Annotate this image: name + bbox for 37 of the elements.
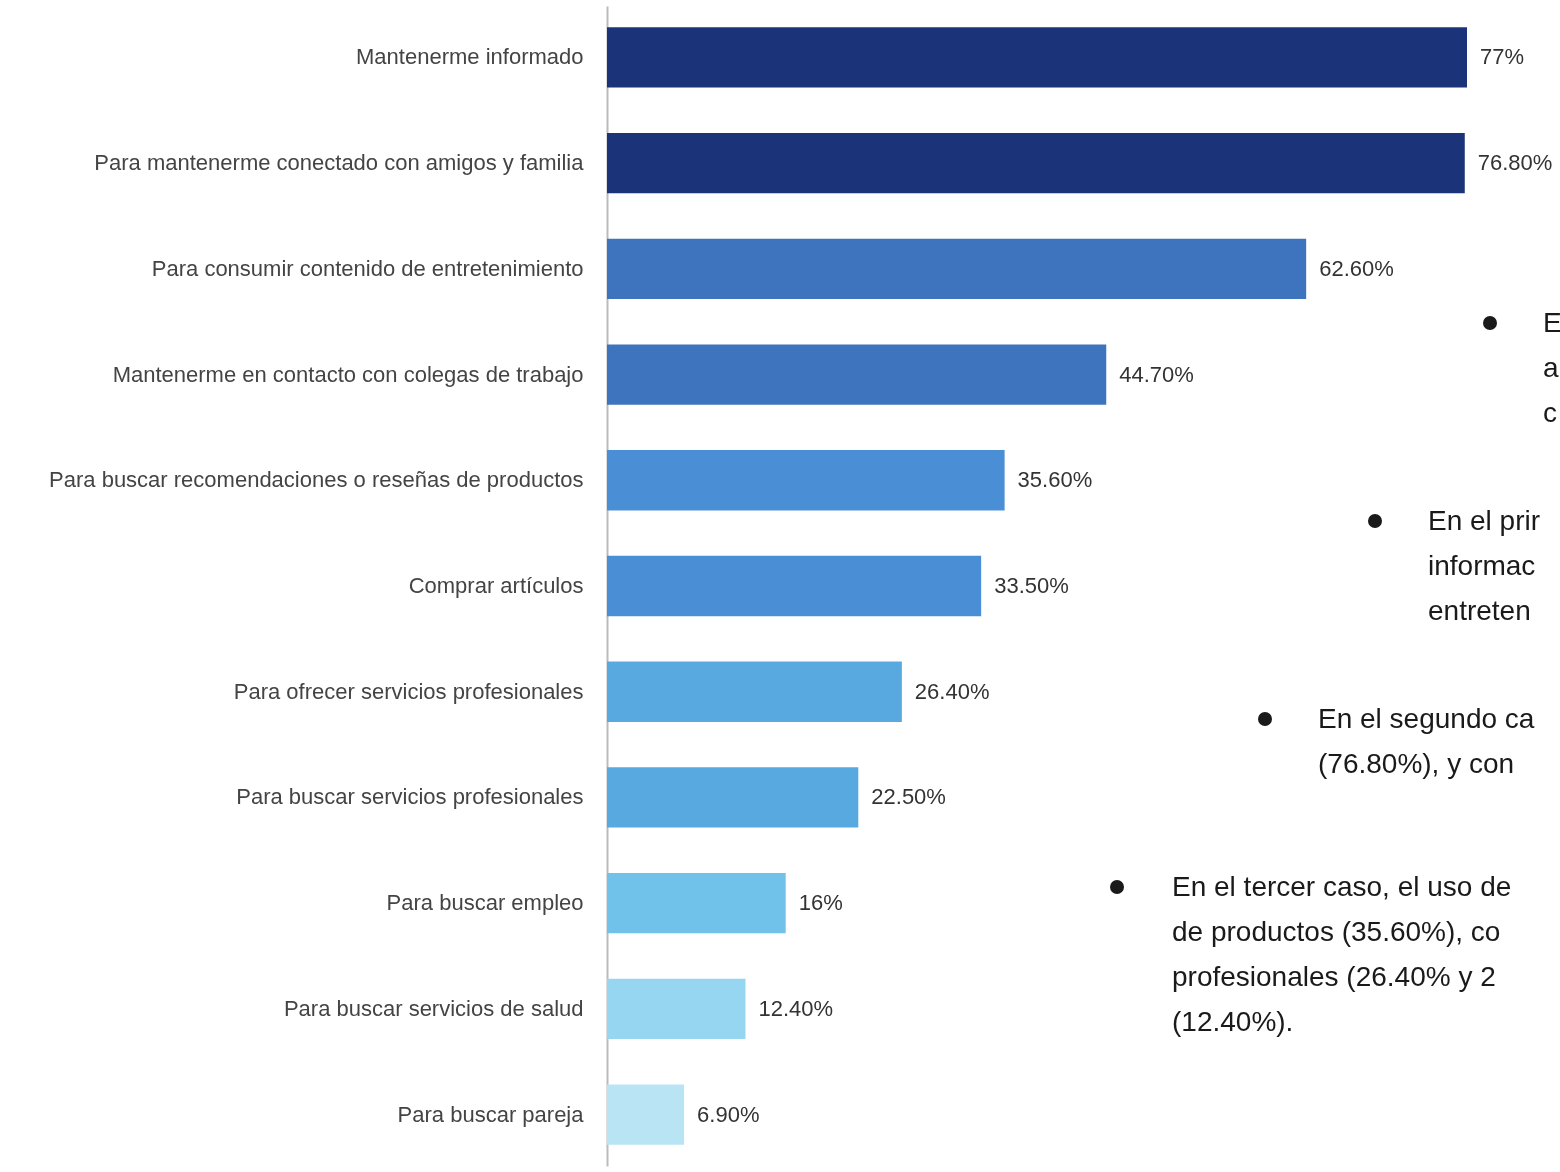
y-tick-label: Para buscar empleo: [386, 890, 584, 916]
y-tick-label: Mantenerme en contacto con colegas de trabajo: [112, 361, 584, 387]
data-label: 12.40%: [758, 995, 834, 1021]
bar: [607, 344, 1107, 405]
y-tick-label: Para buscar servicios profesionales: [236, 784, 584, 810]
text: E a c: [1543, 306, 1560, 430]
y-tick-label: Mantenerme informado: [356, 44, 584, 70]
data-label: 26.40%: [914, 678, 990, 704]
y-tick-label: Para consumir contenido de entretenimiento: [151, 255, 584, 281]
bar: [607, 238, 1307, 299]
data-label: 76.80%: [1477, 150, 1553, 176]
annotation: En el tercer caso, el uso de de productos (35.60%), co profesionales (26.40% y 2 (12.40%).: [1172, 870, 1512, 1039]
data-label: 6.90%: [697, 1101, 760, 1127]
bar: [607, 27, 1467, 88]
bar: [607, 555, 982, 617]
y-tick-label: Para buscar servicios de salud: [283, 995, 584, 1021]
data-label: 62.60%: [1319, 255, 1394, 281]
bar: [607, 873, 786, 934]
data-label: 33.50%: [994, 573, 1069, 598]
data-label: 35.60%: [1017, 467, 1093, 493]
bar: [607, 1084, 685, 1145]
bar: [607, 132, 1465, 194]
annotation: En el prir informac entreten: [1428, 504, 1541, 628]
bar: [607, 767, 859, 828]
y-tick-label: Para buscar recomendaciones o reseñas de productos: [49, 467, 584, 493]
data-label: 22.50%: [871, 784, 946, 810]
y-tick-label: Para ofrecer servicios profesionales: [233, 678, 584, 704]
data-label: 16%: [798, 890, 843, 916]
y-tick-label: Para buscar pareja: [397, 1101, 585, 1127]
bar: [607, 661, 902, 722]
data-label: 77%: [1480, 44, 1525, 70]
y-tick-label: Para mantenerme conectado con amigos y familia: [94, 150, 585, 176]
bar: [607, 450, 1005, 511]
data-label: 44.70%: [1119, 361, 1194, 387]
bar: [607, 978, 746, 1040]
y-tick-label: Comprar artículos: [408, 573, 584, 598]
annotation: En el segundo ca (76.80%), y con: [1318, 702, 1535, 781]
